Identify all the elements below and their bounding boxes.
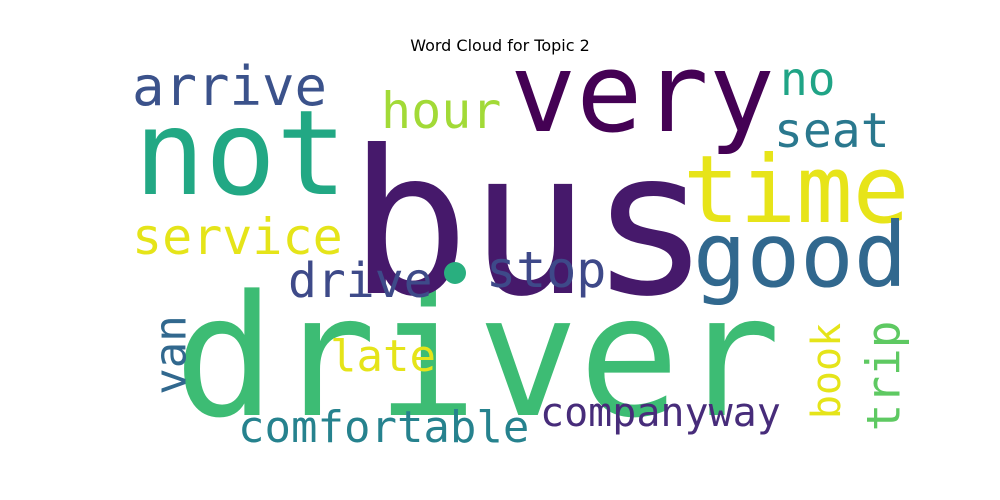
- word-arrive: arrive: [132, 55, 328, 118]
- word-drive: drive: [288, 253, 433, 309]
- word-van: van: [145, 315, 197, 395]
- word-no: no: [780, 52, 836, 106]
- word-good: good: [693, 203, 908, 307]
- word-seat: seat: [774, 103, 890, 159]
- word-late: late: [330, 331, 436, 382]
- word-driver: driver: [174, 259, 781, 455]
- word-trip: trip: [856, 320, 911, 432]
- word-very: very: [510, 29, 775, 157]
- word-time: time: [683, 136, 910, 245]
- word-bus: bus: [349, 108, 711, 341]
- word-companyway: companyway: [540, 390, 781, 436]
- chart-title: Word Cloud for Topic 2: [410, 36, 590, 55]
- word-dot: [444, 262, 466, 284]
- word-comfortable: comfortable: [238, 402, 530, 453]
- word-not: not: [134, 84, 348, 222]
- word-hour: hour: [381, 82, 502, 140]
- word-stop: stop: [486, 241, 607, 299]
- word-service: service: [132, 208, 343, 266]
- word-cloud: driver bus not very time good arrive hou…: [131, 38, 910, 455]
- word-book: book: [804, 322, 851, 420]
